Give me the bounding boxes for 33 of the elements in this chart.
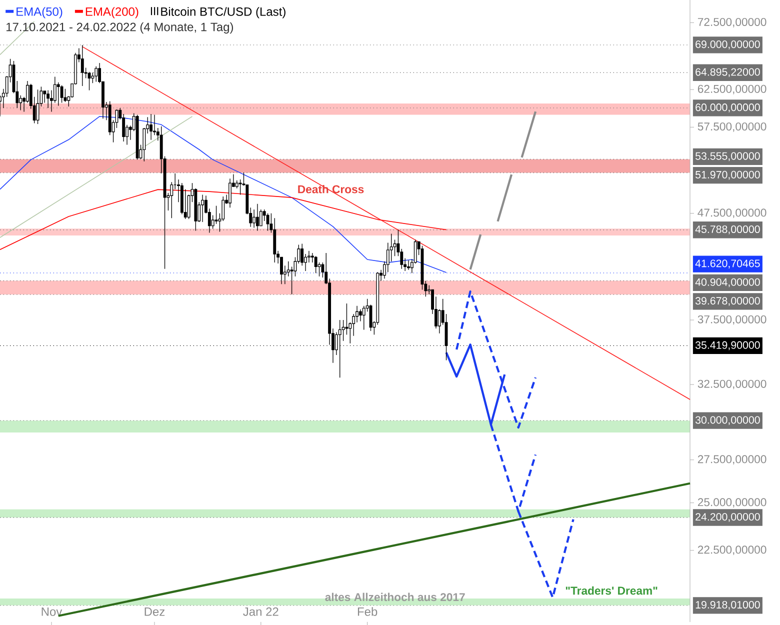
ref-line-label: 69.000,00000 [696,40,760,50]
ref-line-label: 64.895,22000 [696,68,760,78]
ref-line-label: 53.555,00000 [695,152,760,162]
y-tick-label: 57.500,00000 [698,122,766,132]
annotation: "Traders' Dream" [566,586,658,595]
y-tick-label: 27.500,00000 [698,455,766,465]
y-tick-label: 72.500,00000 [698,18,766,28]
text: 17.10.2021 - 24.02.2022 (4 Monate, 1 Tag) [6,22,234,34]
ref-line-label: 30.000,00000 [695,416,760,425]
y-tick-label: 62.500,00000 [698,84,766,94]
ref-line-label: 24.200,00000 [696,513,760,522]
y-tick-label: 47.500,00000 [698,208,766,218]
ref-line-label: 51.970,00000 [695,170,760,180]
ref-line-label: 35.419,90000 [695,341,760,350]
ref-line-label: 60.000,00000 [696,104,760,112]
y-tick-label: 22.500,00000 [698,546,766,556]
ref-line-label: 45.788,00000 [695,225,760,234]
y-tick-label: 37.500,00000 [698,315,766,325]
x-tick-label: Nov [42,608,62,616]
annotation: altes Allzeithoch aus 2017 [325,592,465,602]
x-tick-label: Feb [358,607,378,616]
y-tick-label: 25.000,00000 [698,498,766,508]
ref-line-label: 41.620,70465 [695,260,760,268]
legend-label: EMA(50) [16,7,62,18]
ref-line-label: 39.678,00000 [695,297,760,306]
x-tick-label: Jan 22 [243,607,278,616]
legend-label: EMA(200) [86,7,138,18]
ref-line-label: 40.904,00000 [695,278,760,288]
legend-label: Bitcoin BTC/USD (Last) [161,7,286,18]
x-tick-label: Dez [144,608,165,616]
y-tick-label: 32.500,00000 [698,380,766,390]
ref-line-label: 19.918,01000 [696,600,760,610]
annotation: Death Cross [298,184,364,194]
